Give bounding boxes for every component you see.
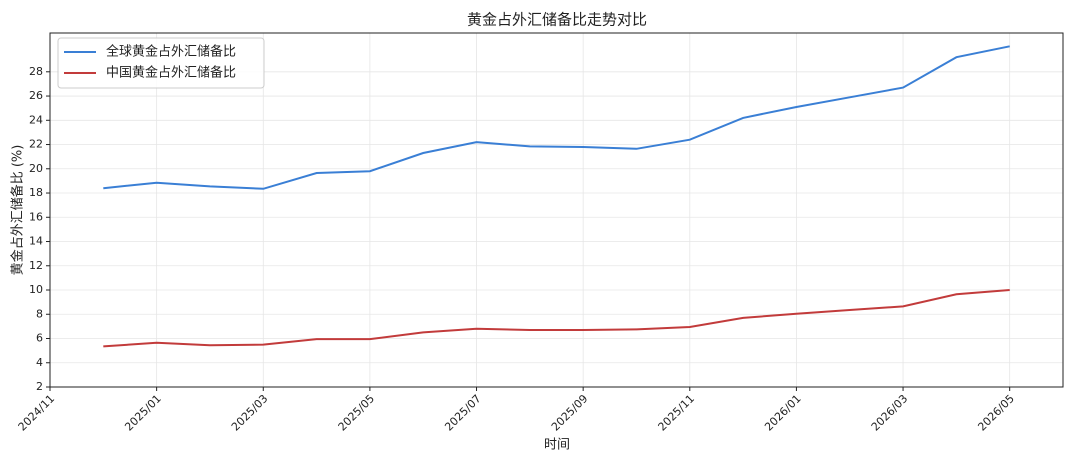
y-tick-label: 22 xyxy=(29,138,43,151)
x-tick-label: 2025/05 xyxy=(336,392,378,434)
x-tick-label: 2025/03 xyxy=(229,392,271,434)
chart-title: 黄金占外汇储备比走势对比 xyxy=(467,11,647,29)
x-tick-label: 2025/11 xyxy=(656,392,698,434)
y-tick-label: 2 xyxy=(36,380,43,393)
x-tick-label: 2026/03 xyxy=(869,392,911,434)
legend-box xyxy=(57,37,265,89)
x-tick-label: 2026/01 xyxy=(762,392,804,434)
x-axis-label: 时间 xyxy=(544,438,570,453)
y-tick-label: 4 xyxy=(36,356,43,369)
legend-label: 全球黄金占外汇储备比 xyxy=(106,44,236,60)
y-tick-label: 10 xyxy=(29,283,43,296)
y-tick-label: 18 xyxy=(29,186,43,199)
plot-frame xyxy=(49,32,1064,388)
legend-label: 中国黄金占外汇储备比 xyxy=(106,65,236,81)
y-tick-label: 8 xyxy=(36,307,43,320)
y-tick-label: 6 xyxy=(36,332,43,345)
x-tick-label: 2026/05 xyxy=(975,392,1017,434)
line-series xyxy=(103,45,1010,190)
y-tick-label: 28 xyxy=(29,65,43,78)
y-tick-label: 14 xyxy=(29,235,43,248)
x-tick-label: 2025/07 xyxy=(442,392,484,434)
line-series xyxy=(103,289,1010,348)
y-tick-label: 16 xyxy=(29,210,43,223)
x-tick-label: 2024/11 xyxy=(16,392,58,434)
x-tick-label: 2025/09 xyxy=(549,392,591,434)
y-axis-label: 黄金占外汇储备比 (%) xyxy=(10,145,26,276)
y-tick-label: 24 xyxy=(29,113,43,126)
y-tick-label: 26 xyxy=(29,89,43,102)
y-tick-label: 12 xyxy=(29,259,43,272)
y-tick-label: 20 xyxy=(29,162,43,175)
x-tick-label: 2025/01 xyxy=(122,392,164,434)
